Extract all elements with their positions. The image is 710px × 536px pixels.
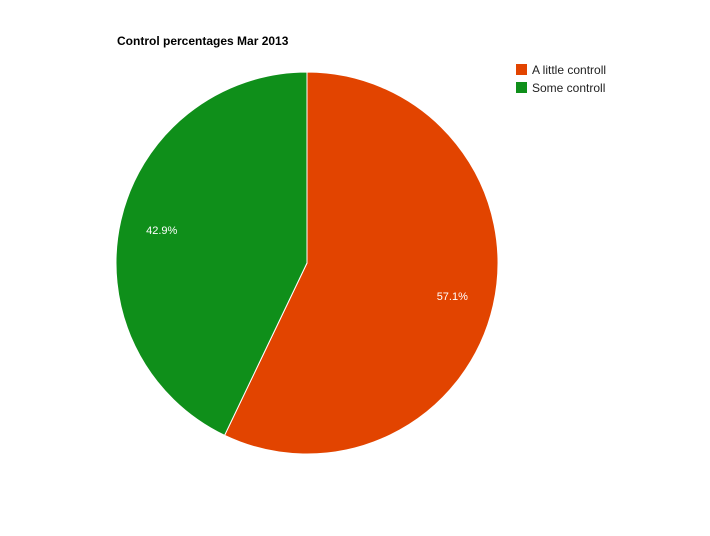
legend-swatch-a-little-controll bbox=[516, 64, 527, 75]
legend-item-a-little-controll[interactable]: A little controll bbox=[516, 63, 606, 77]
legend-swatch-some-controll bbox=[516, 82, 527, 93]
legend-item-some-controll[interactable]: Some controll bbox=[516, 81, 605, 95]
slice-label-a-little-controll: 57.1% bbox=[437, 291, 468, 303]
chart-title: Control percentages Mar 2013 bbox=[117, 34, 289, 48]
legend-label-a-little-controll: A little controll bbox=[532, 63, 606, 77]
legend-label-some-controll: Some controll bbox=[532, 81, 605, 95]
slice-label-some-controll: 42.9% bbox=[146, 225, 177, 237]
slice-labels: 57.1% 42.9% bbox=[146, 225, 468, 303]
legend: A little controll Some controll bbox=[516, 63, 606, 95]
pie-slice-some-controll[interactable] bbox=[115, 71, 308, 436]
pie-slice-a-little-controll[interactable] bbox=[223, 71, 499, 455]
pie-slices bbox=[115, 71, 499, 455]
